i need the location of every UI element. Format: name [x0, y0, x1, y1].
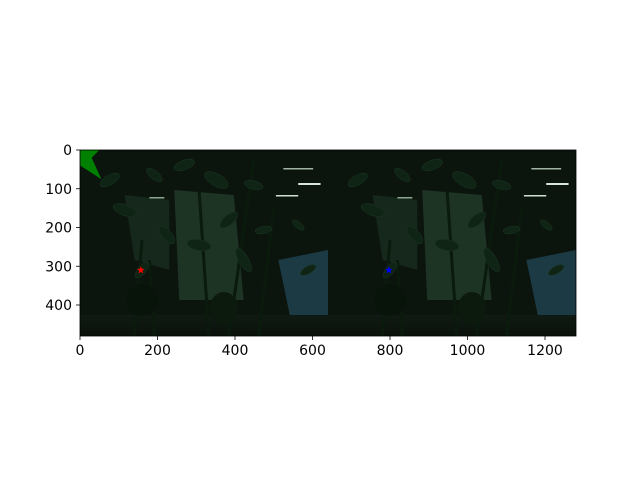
y-tick-label: 100: [45, 182, 72, 198]
x-axis: 0 200 400 600 800 1000 1200: [76, 336, 563, 359]
y-axis: 0 100 200 300 400: [45, 143, 80, 314]
x-tick-label: 1000: [450, 343, 486, 359]
y-tick-label: 300: [45, 259, 72, 275]
y-tick-label: 0: [63, 143, 72, 159]
star-marker: [137, 266, 145, 274]
marker-layer: [137, 266, 393, 274]
overlay-layer: [80, 150, 102, 180]
image-panels: [80, 150, 576, 336]
x-tick-label: 400: [222, 343, 249, 359]
plot-area: [80, 150, 576, 336]
y-tick-label: 200: [45, 221, 72, 237]
star-marker: [385, 266, 393, 274]
x-tick-label: 200: [144, 343, 171, 359]
y-tick-label: 400: [45, 298, 72, 314]
axes-frame: [79, 149, 577, 337]
x-tick-label: 800: [377, 343, 404, 359]
x-tick-label: 1200: [527, 343, 563, 359]
image-panel: [80, 150, 328, 336]
x-tick-label: 0: [76, 343, 85, 359]
image-panel: [328, 150, 576, 336]
overlay-polygon: [80, 150, 102, 180]
x-tick-label: 600: [299, 343, 326, 359]
